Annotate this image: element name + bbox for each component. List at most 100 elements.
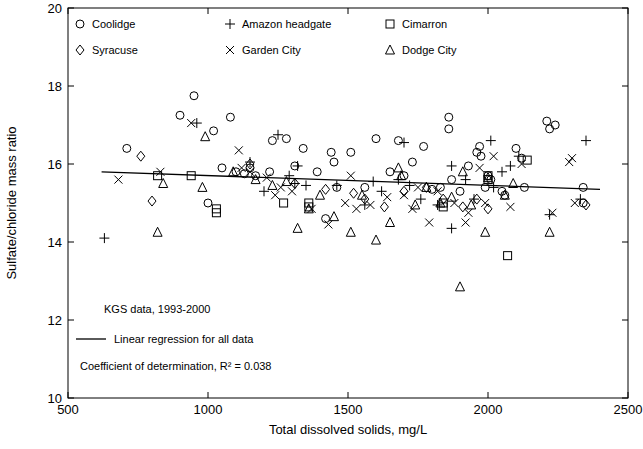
- point: [394, 137, 402, 145]
- y-tick-right: [622, 86, 628, 87]
- legend-marker: [386, 45, 395, 54]
- x-tick-label: 2500: [614, 402, 643, 417]
- point: [192, 118, 202, 128]
- point: [399, 138, 409, 148]
- point: [154, 172, 162, 180]
- plot-frame: [68, 8, 628, 398]
- x-tick: [348, 392, 349, 398]
- point: [159, 179, 168, 188]
- point: [282, 135, 290, 143]
- point: [436, 183, 444, 191]
- point: [268, 180, 277, 189]
- point: [386, 168, 394, 176]
- point: [235, 146, 243, 154]
- point: [581, 136, 591, 146]
- point: [514, 151, 524, 161]
- point: [322, 184, 330, 194]
- point: [114, 176, 122, 184]
- y-tick-right: [622, 164, 628, 165]
- point: [288, 187, 296, 195]
- point: [293, 223, 302, 232]
- point: [277, 183, 285, 191]
- legend-marker: [386, 20, 394, 28]
- point: [273, 130, 283, 140]
- point: [347, 172, 355, 180]
- point: [153, 227, 162, 236]
- y-tick: [68, 398, 74, 399]
- point: [198, 182, 207, 191]
- x-tick: [68, 392, 69, 398]
- point: [505, 161, 515, 171]
- y-tick-label: 16: [48, 157, 62, 172]
- point: [201, 132, 210, 141]
- legend-line: [76, 338, 106, 339]
- x-tick: [488, 392, 489, 398]
- point: [218, 164, 226, 172]
- point: [545, 227, 554, 236]
- point: [229, 167, 238, 176]
- point: [501, 191, 509, 199]
- point: [545, 210, 555, 220]
- point: [504, 252, 512, 260]
- legend-marker: [226, 46, 234, 54]
- y-tick-label: 14: [48, 235, 62, 250]
- legend-label: Amazon headgate: [242, 18, 331, 30]
- y-tick-right: [622, 242, 628, 243]
- point: [251, 175, 260, 184]
- y-tick-label: 18: [48, 79, 62, 94]
- legend-marker: [76, 45, 84, 55]
- y-tick: [68, 242, 74, 243]
- y-tick-right: [622, 320, 628, 321]
- point: [313, 168, 321, 176]
- annotation: KGS data, 1993-2000: [104, 303, 210, 315]
- point: [568, 154, 576, 162]
- point: [304, 204, 313, 213]
- point: [420, 142, 428, 150]
- point: [290, 179, 300, 189]
- point: [571, 199, 579, 207]
- annotation: Coefficient of determination, R² = 0.038: [80, 360, 272, 372]
- point: [476, 142, 484, 150]
- point: [246, 159, 254, 169]
- point: [280, 199, 288, 207]
- y-axis-title: Sulfate/chloride mass ratio: [4, 126, 19, 279]
- point: [346, 227, 355, 236]
- x-tick: [628, 392, 629, 398]
- y-tick-label: 10: [48, 391, 62, 406]
- legend-label: Coolidge: [92, 18, 135, 30]
- legend-marker: [225, 19, 235, 29]
- point: [582, 200, 590, 210]
- point: [486, 136, 496, 146]
- chart: 5001000150020002500101214161820Total dis…: [0, 0, 643, 449]
- point: [212, 209, 220, 217]
- y-tick-right: [622, 398, 628, 399]
- point: [456, 282, 465, 291]
- y-tick: [68, 8, 74, 9]
- legend-label: Syracuse: [92, 44, 138, 56]
- x-tick-top: [208, 8, 209, 14]
- point: [330, 212, 339, 221]
- point: [445, 113, 453, 121]
- point: [414, 183, 422, 191]
- point: [548, 209, 556, 217]
- point: [372, 135, 380, 143]
- point: [411, 200, 420, 209]
- point: [506, 203, 514, 211]
- point: [447, 192, 456, 201]
- point: [347, 148, 355, 156]
- point: [543, 117, 551, 125]
- legend-label: Garden City: [242, 44, 301, 56]
- point: [434, 187, 442, 195]
- point: [523, 156, 531, 164]
- point: [291, 179, 299, 189]
- point: [372, 235, 381, 244]
- point: [447, 161, 457, 171]
- point: [400, 191, 408, 199]
- point: [481, 227, 490, 236]
- point: [332, 180, 342, 190]
- legend-label: Dodge City: [402, 44, 457, 56]
- point: [484, 173, 493, 182]
- point: [490, 152, 498, 160]
- point: [246, 168, 254, 176]
- point: [500, 190, 509, 199]
